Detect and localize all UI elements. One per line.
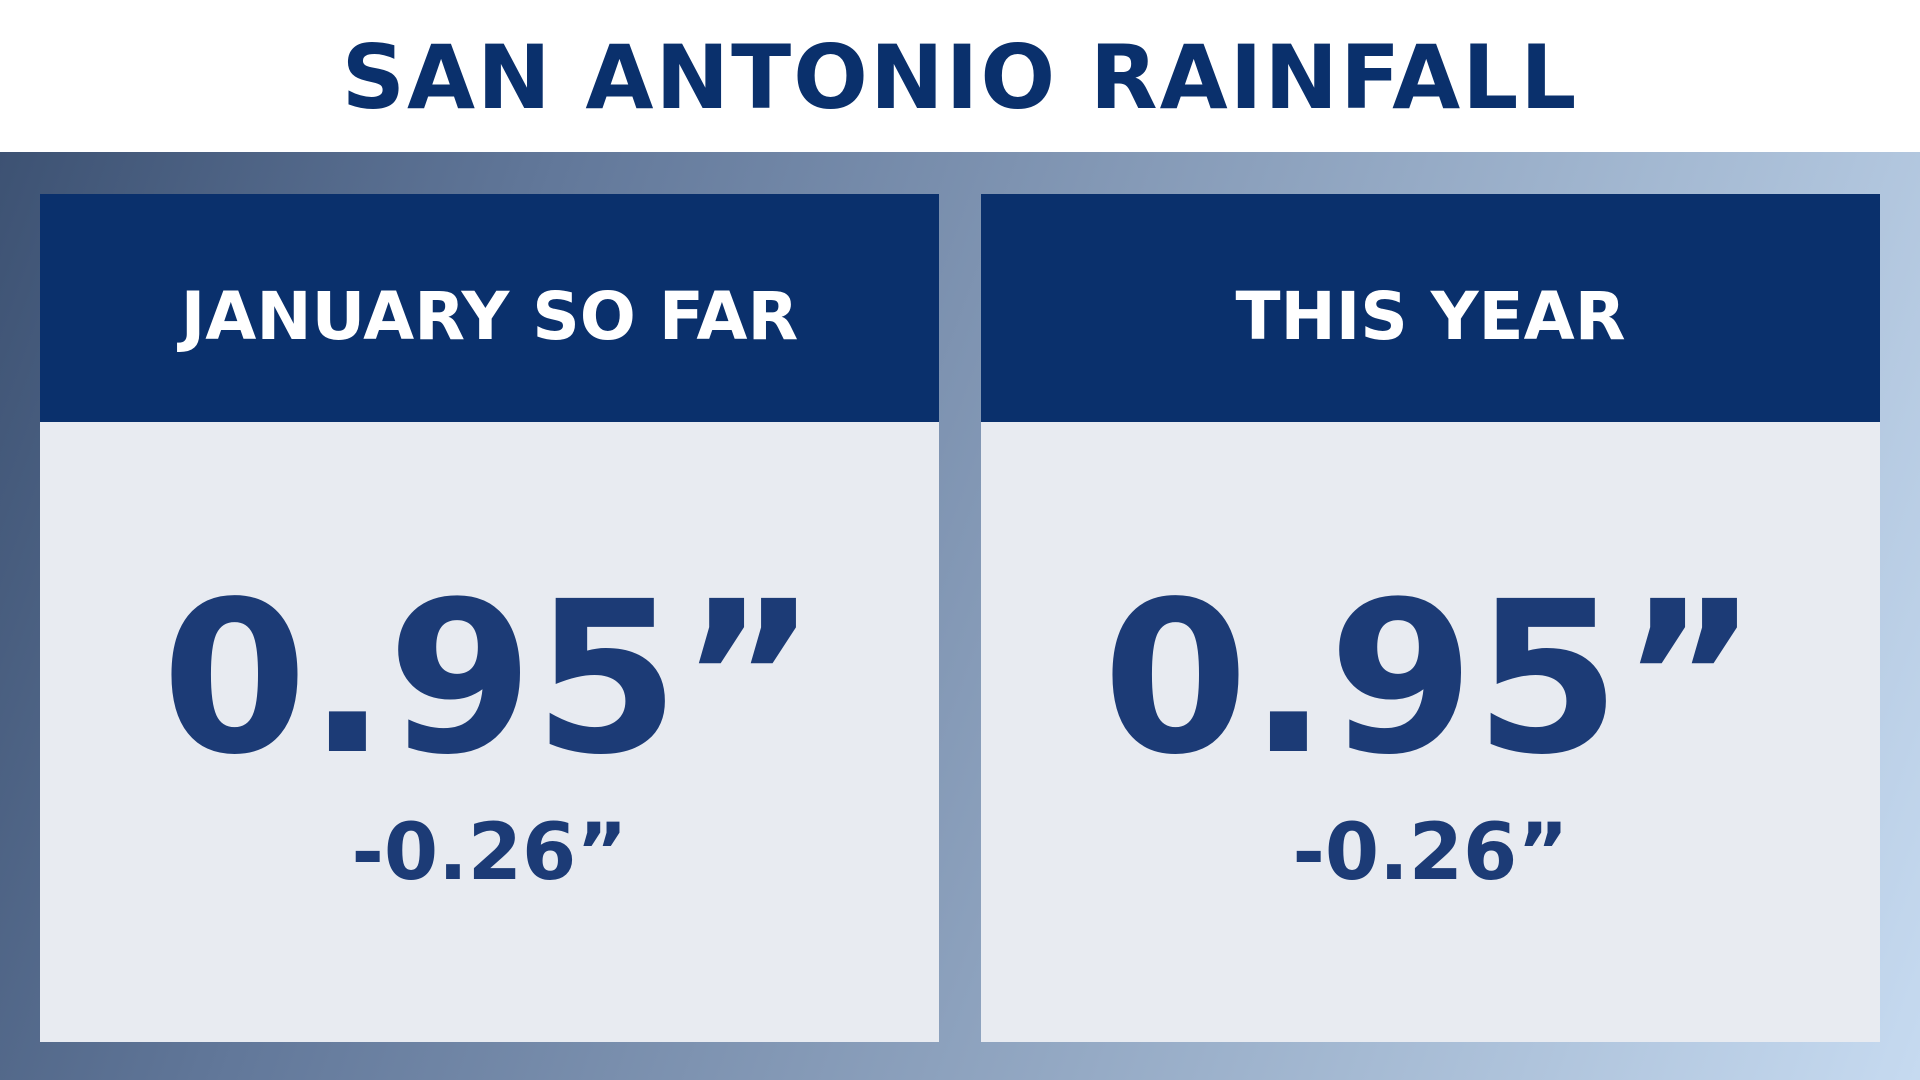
rainfall-departure: -0.26” xyxy=(1292,808,1569,898)
panel-january-so-far: JANUARY SO FAR 0.95” -0.26” xyxy=(40,194,939,1042)
panel-header: JANUARY SO FAR xyxy=(40,194,939,422)
rainfall-total: 0.95” xyxy=(161,556,818,801)
rainfall-total: 0.95” xyxy=(1102,556,1759,801)
gradient-frame: JANUARY SO FAR 0.95” -0.26” THIS YEAR 0.… xyxy=(0,152,1920,1080)
panel-body: 0.95” -0.26” xyxy=(981,422,1880,1042)
panel-label: THIS YEAR xyxy=(1235,278,1626,355)
panel-header: THIS YEAR xyxy=(981,194,1880,422)
panel-label: JANUARY SO FAR xyxy=(180,278,799,355)
panel-this-year: THIS YEAR 0.95” -0.26” xyxy=(981,194,1880,1042)
rainfall-departure: -0.26” xyxy=(351,808,628,898)
graphic-title: SAN ANTONIO RAINFALL xyxy=(341,26,1579,129)
graphic-header: SAN ANTONIO RAINFALL xyxy=(0,0,1920,152)
panel-body: 0.95” -0.26” xyxy=(40,422,939,1042)
